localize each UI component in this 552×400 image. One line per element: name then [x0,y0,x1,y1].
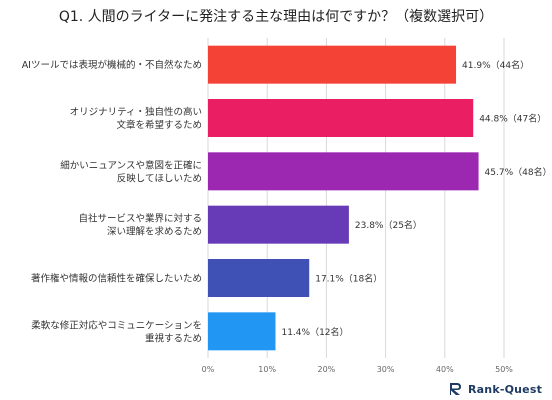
x-tick-label: 40% [436,365,454,374]
data-label: 41.9%（44名） [462,59,529,71]
x-tick-label: 0% [202,365,215,374]
category-label: 自社サービスや業界に対する [78,213,202,225]
data-label: 45.7%（48名） [485,166,552,178]
bar [208,152,479,191]
rank-quest-logo-icon [450,383,461,395]
category-label: 文章を希望するため [116,119,202,131]
data-label: 23.8%（25名） [355,219,422,231]
data-label: 11.4%（12名） [281,326,348,338]
category-label: AIツールでは表現が機械的・不自然なため [22,59,202,71]
bar [208,99,474,137]
category-label: 深い理解を求めるため [107,226,202,238]
category-label: 重視するため [145,332,202,344]
x-tick-label: 20% [318,365,336,374]
category-label: 細かいニュアンスや意図を正確に [60,159,202,171]
category-label: 著作権や情報の信頼性を確保したいため [31,273,202,285]
chart-title: Q1. 人間のライターに発注する主な理由は何ですか？（複数選択可） [58,9,494,25]
bar [208,259,310,297]
bar [208,205,349,244]
labels: 41.9%（44名） AIツールでは表現が機械的・不自然なため 44.8%（47名）… [22,59,552,344]
category-label: 柔軟な修正対応やコミュニケーションを [31,319,202,331]
category-label: オリジナリティ・独自性の高い [70,106,202,118]
category-label: 反映してほしいため [117,172,202,184]
data-label: 44.8%（47名） [479,113,546,125]
x-axis-ticks: 0% 10% 20% 30% 40% 50% [202,365,514,374]
x-tick-label: 30% [377,365,395,374]
x-tick-label: 10% [258,365,276,374]
bar [208,312,276,351]
rank-quest-logo: Rank-Quest [448,381,542,397]
gridlines [207,38,505,358]
logo-text: Rank-Quest [468,382,543,396]
data-label: 17.1%（18名） [315,273,382,285]
bar [208,45,457,84]
bars [208,45,479,351]
x-tick-label: 50% [495,365,513,374]
